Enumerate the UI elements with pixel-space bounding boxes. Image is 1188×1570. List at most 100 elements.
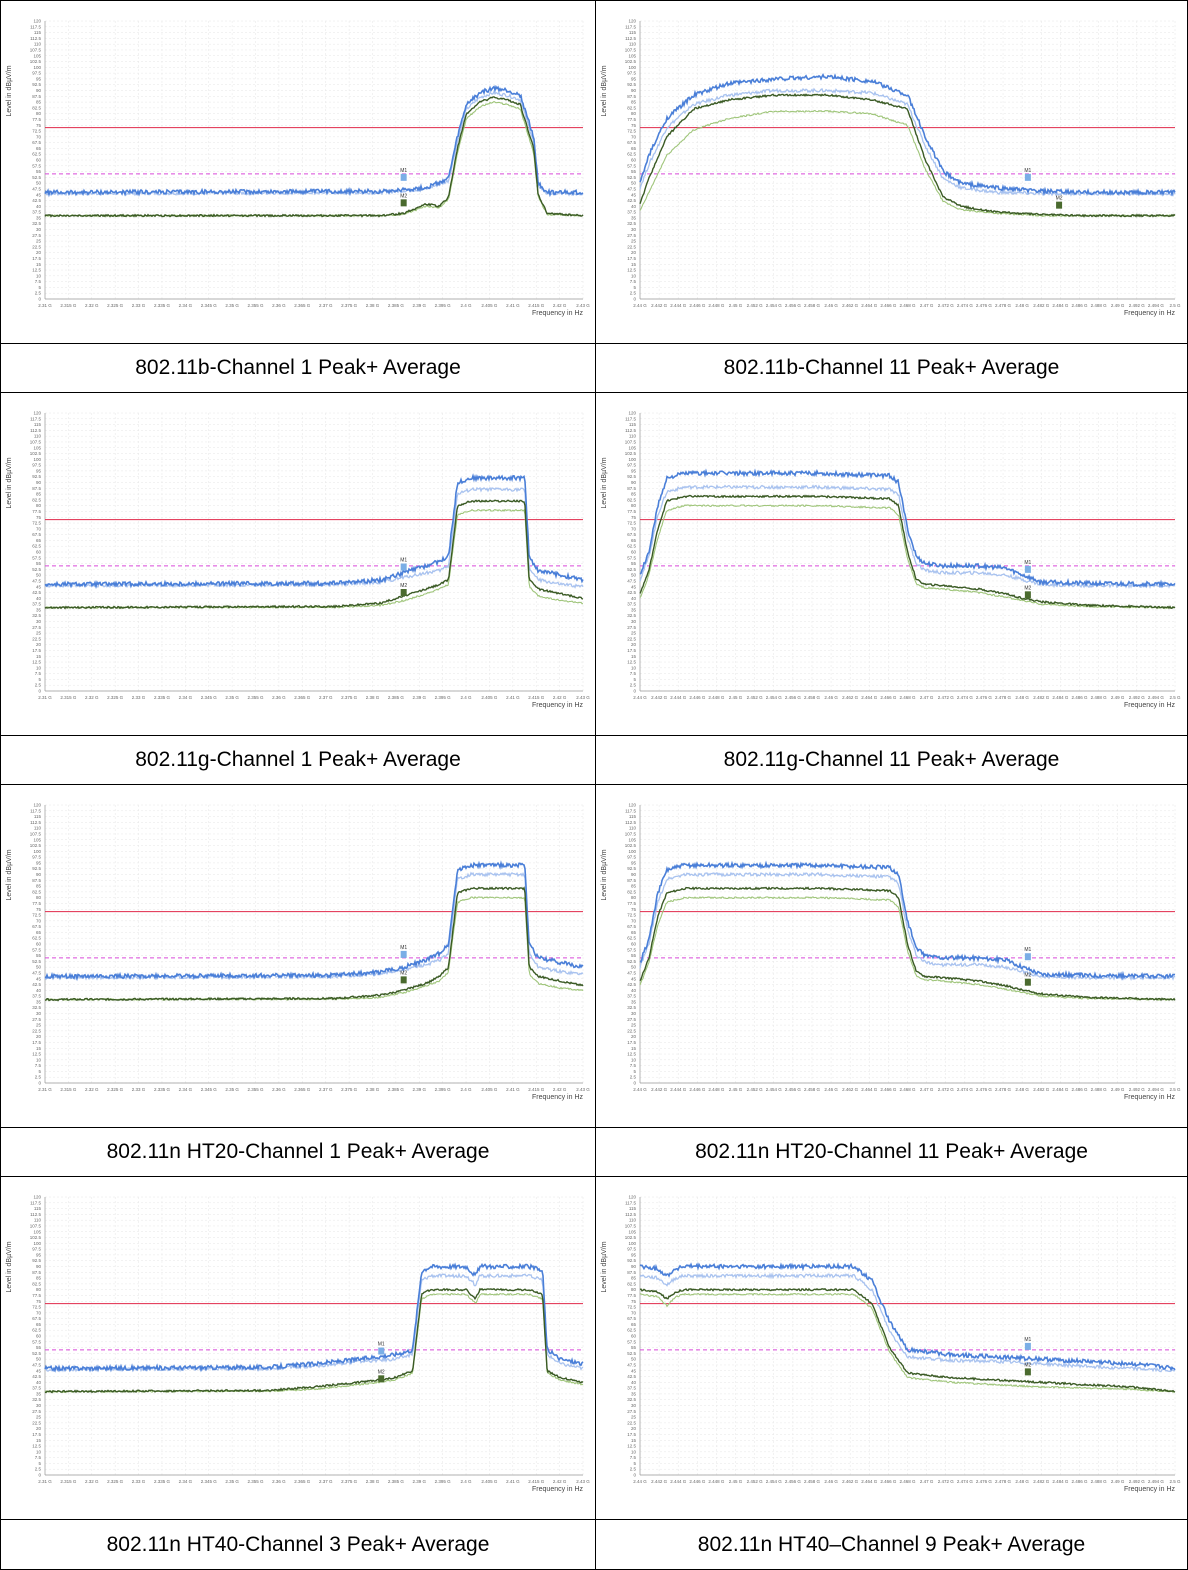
y-tick-label: 15	[36, 1046, 42, 1051]
y-tick-label: 2.5	[630, 291, 637, 296]
y-tick-label: 77.5	[627, 509, 636, 514]
marker-flag	[1024, 173, 1031, 181]
y-tick-label: 20	[631, 1426, 637, 1431]
y-tick-label: 117.5	[625, 808, 636, 813]
y-tick-label: 87.5	[32, 878, 41, 883]
y-tick-label: 80	[631, 503, 637, 508]
marker: M1	[400, 168, 407, 181]
y-tick-label: 0	[38, 1081, 41, 1086]
x-tick-label: 2.395 G	[435, 303, 452, 308]
x-tick-label: 2.32 G	[85, 1087, 99, 1092]
x-tick-label: 2.395 G	[435, 695, 452, 700]
y-tick-label: 27.5	[32, 233, 41, 238]
x-tick-label: 2.488 G	[1091, 1087, 1108, 1092]
x-tick-label: 2.355 G	[248, 1087, 265, 1092]
x-tick-label: 2.482 G	[1033, 695, 1050, 700]
x-tick-label: 2.488 G	[1091, 1479, 1108, 1484]
x-tick-label: 2.444 G	[670, 695, 687, 700]
y-tick-label: 30	[36, 619, 42, 624]
y-tick-label: 5	[38, 1461, 41, 1466]
x-tick-label: 2.44 G	[633, 303, 647, 308]
x-tick-label: 2.462 G	[842, 695, 859, 700]
y-tick-label: 15	[36, 262, 42, 267]
y-tick-label: 37.5	[32, 210, 41, 215]
y-tick-label: 55	[36, 169, 42, 174]
y-tick-label: 77.5	[627, 117, 636, 122]
y-tick-label: 72.5	[32, 521, 41, 526]
x-tick-label: 2.49 G	[1111, 695, 1125, 700]
x-tick-label: 2.375 G	[341, 695, 358, 700]
x-tick-label: 2.38 G	[366, 303, 380, 308]
x-tick-label: 2.458 G	[804, 303, 821, 308]
y-tick-label: 40	[631, 596, 637, 601]
y-tick-label: 10	[36, 665, 42, 670]
y-tick-label: 10	[36, 1449, 42, 1454]
y-tick-label: 57.5	[627, 555, 636, 560]
x-tick-label: 2.395 G	[435, 1479, 452, 1484]
y-tick-label: 112.5	[30, 36, 41, 41]
x-tick-label: 2.47 G	[920, 695, 934, 700]
y-tick-label: 35	[36, 999, 42, 1004]
y-tick-label: 75	[631, 1299, 637, 1304]
x-tick-label: 2.484 G	[1052, 695, 1069, 700]
y-tick-label: 45	[631, 584, 637, 589]
y-tick-label: 40	[36, 596, 42, 601]
x-axis-label: Frequency in Hz	[1124, 1486, 1175, 1493]
y-tick-label: 12.5	[32, 660, 41, 665]
y-tick-label: 0	[633, 1081, 636, 1086]
x-tick-label: 2.45 G	[729, 303, 743, 308]
y-tick-label: 25	[631, 1415, 637, 1420]
x-tick-label: 2.355 G	[248, 1479, 265, 1484]
y-tick-label: 110	[34, 42, 42, 47]
x-tick-label: 2.486 G	[1071, 1479, 1088, 1484]
x-tick-label: 2.43 G	[576, 1087, 590, 1092]
y-tick-label: 47.5	[32, 970, 41, 975]
y-tick-label: 12.5	[32, 1444, 41, 1449]
y-tick-label: 110	[629, 826, 637, 831]
y-tick-label: 77.5	[32, 509, 41, 514]
y-tick-label: 115	[629, 422, 637, 427]
spectrum-chart: Level in dBµV/m02.557.51012.51517.52022.…	[6, 803, 590, 1102]
y-tick-label: 57.5	[627, 947, 636, 952]
y-tick-label: 65	[631, 1322, 637, 1327]
x-tick-label: 2.33 G	[132, 695, 146, 700]
x-tick-label: 2.33 G	[132, 1087, 146, 1092]
y-tick-label: 2.5	[35, 1467, 42, 1472]
y-tick-label: 87.5	[627, 94, 636, 99]
x-tick-label: 2.42 G	[553, 1479, 567, 1484]
plot-caption: 802.11n HT40–Channel 9 Peak+ Average	[697, 1532, 1086, 1556]
y-tick-label: 37.5	[627, 210, 636, 215]
y-tick-label: 92.5	[32, 82, 41, 87]
x-tick-label: 2.494 G	[1148, 695, 1165, 700]
y-tick-label: 102.5	[30, 451, 42, 456]
x-tick-label: 2.476 G	[976, 1479, 993, 1484]
series-avg	[44, 1287, 584, 1394]
y-tick-label: 5	[633, 1069, 636, 1074]
y-tick-label: 30	[631, 227, 637, 232]
marker: M2	[1024, 973, 1032, 986]
plot-cell: Level in dBµV/m 0 2.5 5 7.5 10 12.5 15 17.5 20 22.…	[596, 785, 1187, 1128]
y-tick-label: 57.5	[627, 1339, 636, 1344]
y-tick-label: 5	[38, 285, 41, 290]
marker: M1	[1024, 1337, 1032, 1350]
x-tick-label: 2.365 G	[294, 303, 311, 308]
x-tick-label: 2.315 G	[60, 695, 77, 700]
x-tick-label: 2.46 G	[824, 303, 838, 308]
x-tick-label: 2.452 G	[747, 303, 764, 308]
x-tick-label: 2.365 G	[294, 1479, 311, 1484]
spectrum-chart: Level in dBµV/m02.557.51012.51517.52022.…	[6, 19, 590, 318]
y-tick-label: 5	[633, 677, 636, 682]
y-tick-label: 50	[36, 1357, 42, 1362]
x-tick-label: 2.484 G	[1052, 303, 1069, 308]
plot-cell: Level in dBµV/m 0 2.5 5 7.5 10 12.5 15 17.5 20 22.…	[1, 1177, 596, 1520]
y-tick-label: 107.5	[625, 1223, 637, 1228]
y-tick-label: 17.5	[32, 1040, 41, 1045]
x-tick-label: 2.446 G	[689, 1479, 706, 1484]
x-tick-label: 2.492 G	[1129, 303, 1146, 308]
x-tick-label: 2.464 G	[861, 1087, 878, 1092]
y-tick-label: 120	[628, 19, 636, 24]
x-tick-label: 2.355 G	[248, 695, 265, 700]
x-tick-label: 2.48 G	[1015, 1087, 1029, 1092]
x-tick-label: 2.456 G	[785, 1479, 802, 1484]
